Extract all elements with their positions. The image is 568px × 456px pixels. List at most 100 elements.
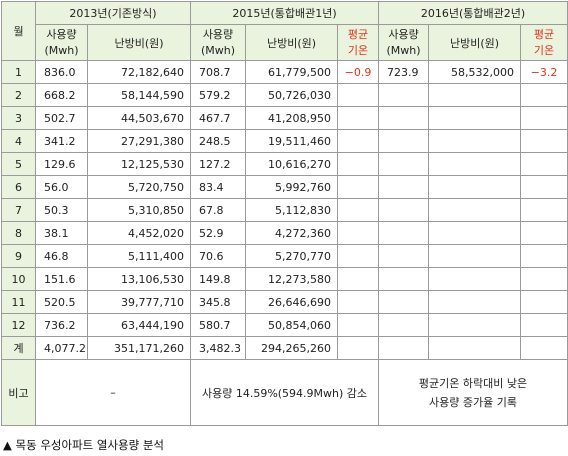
cost-2015: 5,112,830	[245, 198, 338, 222]
avg-temp-2016	[520, 175, 568, 199]
group-header-2016: 2016년(통합배관2년)	[378, 1, 568, 25]
avg-temp-2015	[336, 152, 380, 176]
usage-header-2013: 사용량 (Mwh)	[35, 24, 88, 61]
avg-temp-2016	[520, 244, 568, 268]
cost-2016	[428, 83, 522, 107]
cost-2013: 5,310,850	[87, 198, 191, 222]
cost-2016	[428, 198, 522, 222]
cost-2016	[428, 313, 522, 337]
cost-2013: 72,182,640	[87, 60, 191, 84]
remarks-label: 비고	[1, 359, 36, 426]
cost-2013: 27,291,380	[87, 129, 191, 153]
avg-temp-2015	[336, 313, 380, 337]
table-row: 10 151.6 13,106,530 149.8 12,273,580	[1, 267, 568, 291]
cost-2016	[428, 244, 522, 268]
avg-temp-2015	[336, 106, 380, 130]
avg-temp-2016	[520, 129, 568, 153]
heating-cost-header-2015: 난방비(원)	[245, 24, 338, 61]
avg-temp-2016	[520, 198, 568, 222]
remarks-2015: 사용량 14.59%(594.9Mwh) 감소	[189, 359, 380, 426]
table-row: 1 836.0 72,182,640 708.7 61,779,500 −0.9 723.9…	[1, 60, 568, 84]
group-header-2013: 2013년(기존방식)	[35, 1, 191, 25]
usage-2015: 467.7	[190, 106, 246, 130]
usage-2016	[378, 129, 430, 153]
remarks-2013: –	[35, 359, 191, 426]
usage-2013: 38.1	[35, 221, 88, 245]
cost-2013: 44,503,670	[87, 106, 191, 130]
cost-2016: 58,532,000	[428, 60, 522, 84]
usage-2016	[378, 198, 430, 222]
avg-temp-2015	[336, 175, 380, 199]
month-header: 월	[1, 1, 36, 61]
usage-2013: 50.3	[35, 198, 88, 222]
cost-2016	[428, 152, 522, 176]
heating-cost-header-2013: 난방비(원)	[87, 24, 191, 61]
usage-2015: 580.7	[190, 313, 246, 337]
cost-2015: 5,270,770	[245, 244, 338, 268]
usage-2015: 67.8	[190, 198, 246, 222]
month-cell: 1	[1, 60, 36, 84]
usage-2015: 149.8	[190, 267, 246, 291]
table-row: 5 129.6 12,125,530 127.2 10,616,270	[1, 152, 568, 176]
usage-2013: 46.8	[35, 244, 88, 268]
avg-temp-2015	[336, 198, 380, 222]
avg-temp-header-2015: 평균 기온	[336, 24, 380, 61]
usage-2013: 520.5	[35, 290, 88, 314]
usage-2015: 127.2	[190, 152, 246, 176]
usage-2013: 502.7	[35, 106, 88, 130]
usage-2013: 56.0	[35, 175, 88, 199]
cost-2016	[428, 129, 522, 153]
avg-temp-2016	[520, 106, 568, 130]
month-cell: 4	[1, 129, 36, 153]
avg-temp-2016	[520, 152, 568, 176]
month-cell: 8	[1, 221, 36, 245]
avg-temp-2015: −0.9	[336, 60, 380, 84]
cost-2015: 4,272,360	[245, 221, 338, 245]
table-caption: ▲ 목동 우성아파트 열사용량 분석	[3, 438, 165, 452]
cost-2013: 4,452,020	[87, 221, 191, 245]
avg-temp-2015	[336, 244, 380, 268]
usage-2015: 83.4	[190, 175, 246, 199]
table-row: 4 341.2 27,291,380 248.5 19,511,460	[1, 129, 568, 153]
usage-2013: 341.2	[35, 129, 88, 153]
month-cell: 12	[1, 313, 36, 337]
avg-temp-2016	[520, 221, 568, 245]
usage-header-2015: 사용량 (Mwh)	[190, 24, 246, 61]
avg-temp-2015	[336, 83, 380, 107]
avg-temp-2016	[520, 313, 568, 337]
usage-2015: 248.5	[190, 129, 246, 153]
cost-2015: 50,854,060	[245, 313, 338, 337]
cost-2016	[428, 290, 522, 314]
cost-2013: 39,777,710	[87, 290, 191, 314]
heating-cost-header-2016: 난방비(원)	[428, 24, 522, 61]
usage-2015: 708.7	[190, 60, 246, 84]
group-header-2015: 2015년(통합배관1년)	[189, 1, 380, 25]
usage-2016	[378, 244, 430, 268]
total-cost-2013: 351,171,260	[87, 336, 191, 360]
avg-temp-header-2016: 평균 기온	[520, 24, 568, 61]
cost-2013: 5,111,400	[87, 244, 191, 268]
month-cell: 3	[1, 106, 36, 130]
header-row-columns: 사용량 (Mwh) 난방비(원) 사용량 (Mwh) 난방비(원) 평균 기온 사용량…	[2, 24, 568, 61]
table-row: 6 56.0 5,720,750 83.4 5,992,760	[1, 175, 568, 199]
avg-temp-2016: −3.2	[520, 60, 568, 84]
total-cost-2015: 294,265,260	[245, 336, 338, 360]
cost-2016	[428, 221, 522, 245]
total-temp-2016	[520, 336, 568, 360]
month-cell: 10	[1, 267, 36, 291]
month-cell: 11	[1, 290, 36, 314]
month-cell: 2	[1, 83, 36, 107]
usage-2013: 668.2	[35, 83, 88, 107]
remarks-2016: 평균기온 하락대비 낮은 사용량 증가율 기록	[378, 359, 568, 426]
cost-2016	[428, 106, 522, 130]
usage-2015: 52.9	[190, 221, 246, 245]
cost-2013: 12,125,530	[87, 152, 191, 176]
table-row: 3 502.7 44,503,670 467.7 41,208,950	[1, 106, 568, 130]
cost-2013: 58,144,590	[87, 83, 191, 107]
cost-2016	[428, 175, 522, 199]
table-row: 11 520.5 39,777,710 345.8 26,646,690	[1, 290, 568, 314]
table-row: 2 668.2 58,144,590 579.2 50,726,030	[1, 83, 568, 107]
cost-2015: 61,779,500	[245, 60, 338, 84]
cost-2015: 10,616,270	[245, 152, 338, 176]
month-cell: 9	[1, 244, 36, 268]
